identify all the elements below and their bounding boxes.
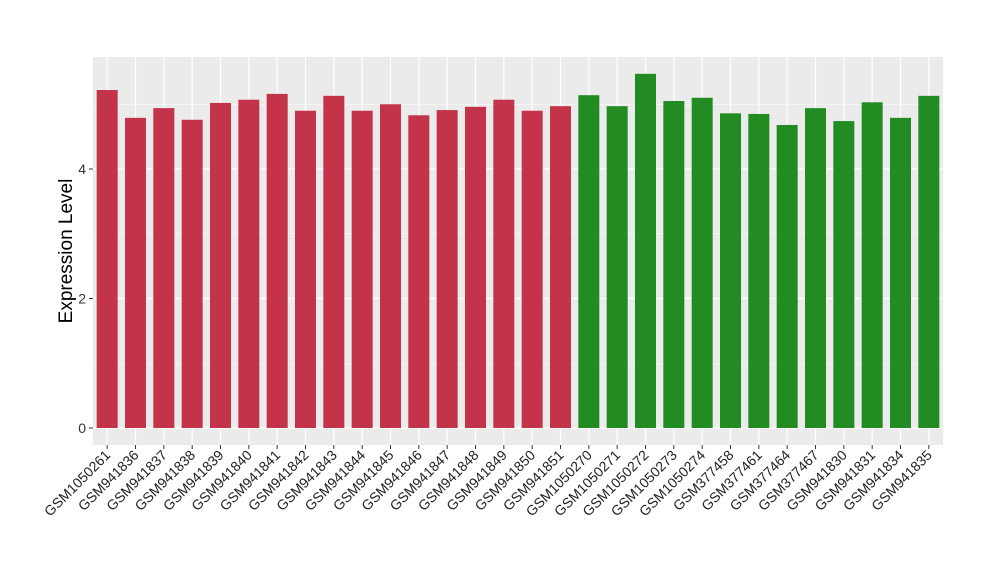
bar [635,73,656,428]
bar [96,90,118,428]
y-tick-label: 0 [78,420,86,436]
bar [125,117,146,428]
bar [578,95,600,428]
bars [96,73,940,429]
bar [521,110,543,428]
bar [181,119,203,428]
bar [663,101,685,428]
bar [861,102,883,429]
bar [691,97,713,429]
plot-panel [93,57,943,445]
bar [408,115,430,428]
y-tick-label: 4 [78,161,86,177]
bar [833,121,855,429]
bar [748,113,770,429]
bar [153,108,175,428]
bar [550,106,571,428]
bar [238,99,260,428]
bar [720,113,741,428]
bar [266,93,288,428]
bar [493,99,515,428]
bar [323,95,345,429]
bar [295,110,316,428]
bar [890,117,911,428]
x-axis: GSM1050261GSM941836GSM941837GSM941838GSM… [41,445,935,519]
bar [776,124,798,428]
bar [380,104,401,428]
y-axis-label: Expression Level [56,179,77,324]
y-axis: 0 2 4 [78,161,93,436]
bar [805,108,826,428]
y-tick-label: 2 [78,291,86,307]
bar [606,106,628,428]
bar [918,95,940,429]
bar [465,106,486,428]
bar [351,110,373,428]
bar [210,102,231,428]
bar [436,110,458,428]
